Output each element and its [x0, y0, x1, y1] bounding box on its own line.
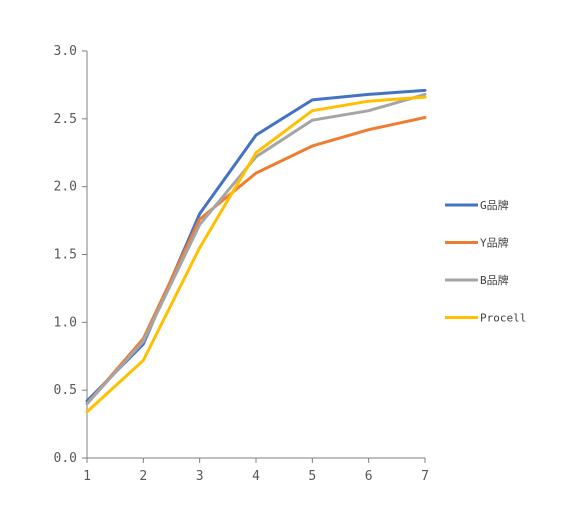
legend-label-1: Y品牌	[480, 236, 509, 250]
x-tick-label: 6	[365, 469, 373, 484]
y-tick-label: 2.5	[54, 112, 77, 127]
x-tick-label: 4	[252, 469, 260, 484]
y-tick-label: 3.0	[54, 44, 77, 59]
series-line-2	[85, 92, 427, 406]
y-tick-label: 0.0	[54, 451, 77, 466]
x-tick-label: 1	[83, 469, 91, 484]
series-line-0	[85, 88, 427, 403]
x-tick-label: 7	[421, 469, 429, 484]
x-tick-label: 3	[196, 469, 204, 484]
y-tick-label: 0.5	[54, 383, 77, 398]
y-tick-label: 1.5	[54, 248, 77, 263]
legend: G品牌 Y品牌 B品牌 Procell	[445, 198, 526, 325]
legend-label-2: B品牌	[480, 273, 509, 287]
series-lines	[85, 88, 427, 414]
x-tick-label: 2	[139, 469, 147, 484]
series-line-1	[85, 115, 427, 406]
legend-label-0: G品牌	[480, 198, 509, 212]
x-tick-label: 5	[308, 469, 316, 484]
y-tick-label: 2.0	[54, 180, 77, 195]
axes: 0.0 0.5 1.0 1.5 2.0 2.5 3.0 1 2 3 4 5 6 7	[54, 44, 429, 484]
series-line-3	[85, 95, 427, 414]
legend-label-3: Procell	[480, 312, 526, 325]
y-tick-label: 1.0	[54, 315, 77, 330]
